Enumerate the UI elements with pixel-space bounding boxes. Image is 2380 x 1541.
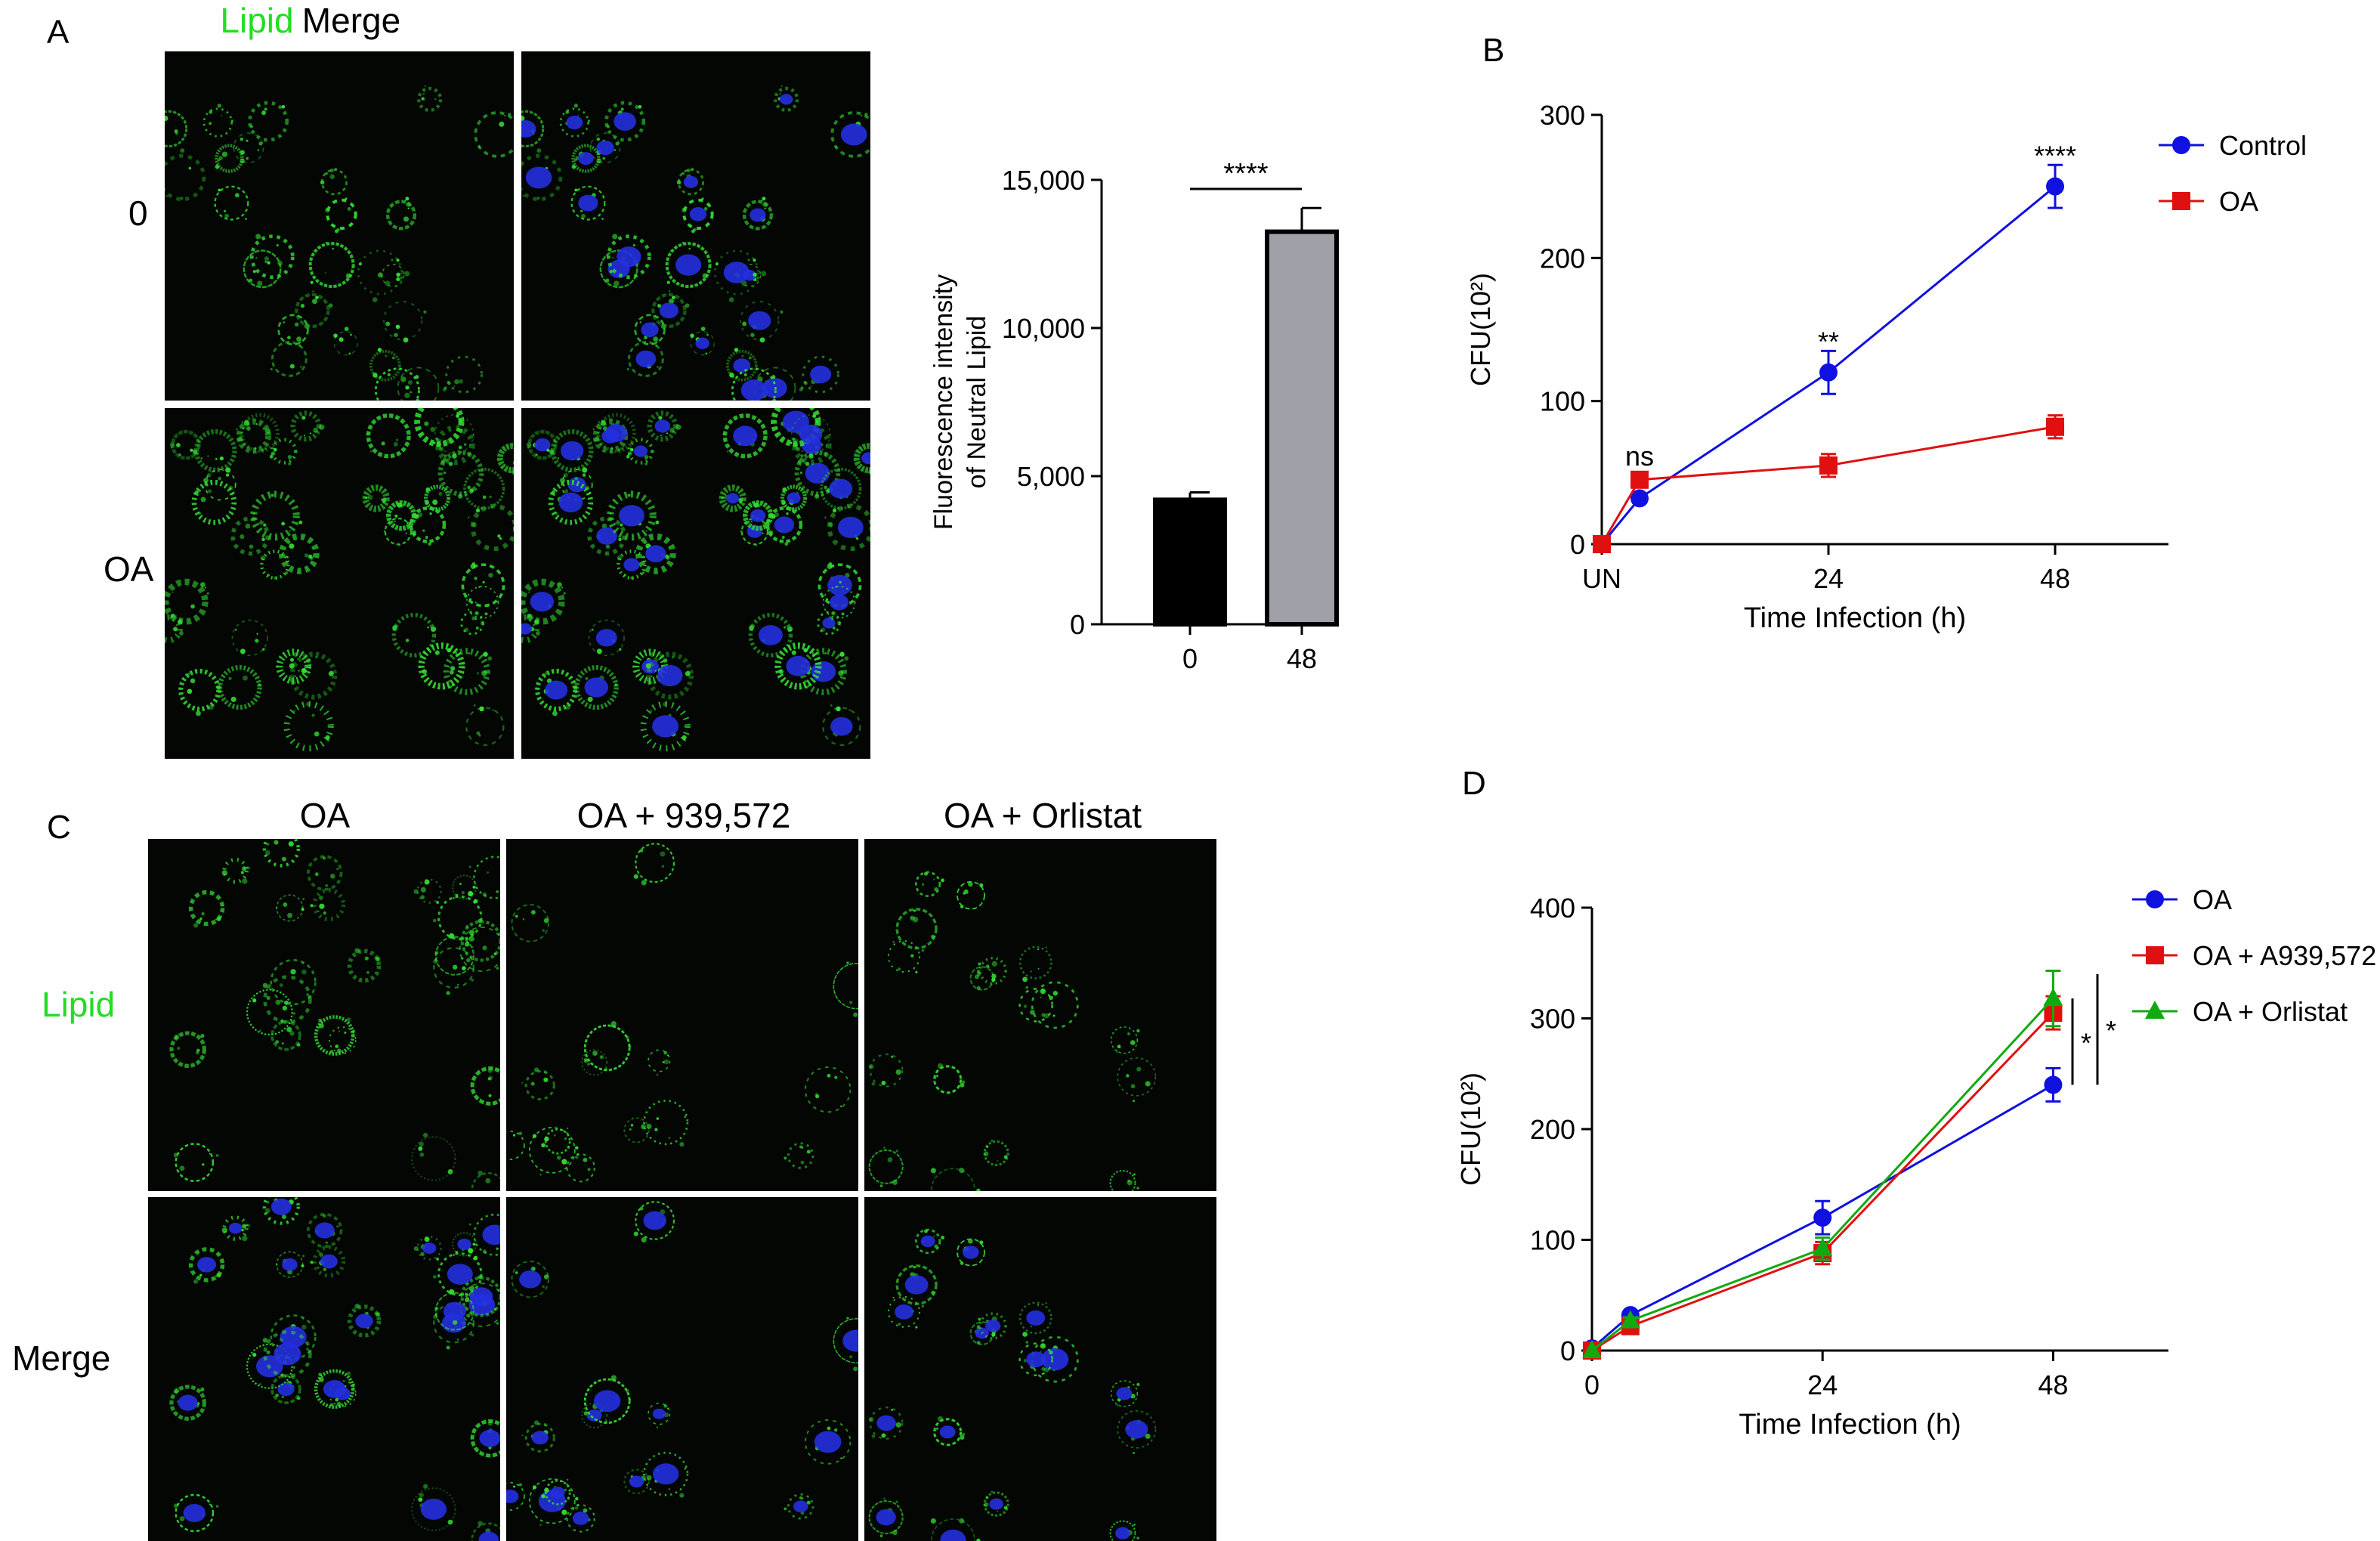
row-label-oa-a: OA	[104, 549, 154, 589]
legend-marker-d-0	[2146, 890, 2164, 908]
y-tick-label-d: 0	[1560, 1335, 1575, 1366]
x-tick-label-d: 0	[1584, 1369, 1600, 1400]
data-point-d-2	[1813, 1238, 1833, 1257]
col-header-lipid-a: Lipid	[220, 1, 294, 40]
data-point-b-0	[2046, 177, 2064, 196]
legend-label-b-1: OA	[2219, 186, 2258, 217]
data-point-d-0	[1813, 1208, 1832, 1227]
significance-label-b: **	[1818, 326, 1839, 357]
bar-48	[1265, 229, 1339, 627]
significance-label-b: ns	[1625, 441, 1654, 472]
x-axis-label-b: Time Infection (h)	[1744, 602, 1966, 634]
y-tick-label-d: 300	[1530, 1004, 1575, 1035]
x-tick-label-d: 48	[2038, 1369, 2068, 1400]
y-tick-label-a: 15,000	[1002, 165, 1085, 196]
data-point-b-0	[1819, 363, 1838, 382]
legend-marker-d-2	[2145, 1001, 2165, 1019]
panel-letter-b: B	[1482, 32, 1505, 69]
col-header-oa-orlistat-c: OA + Orlistat	[943, 796, 1142, 835]
x-tick-label-b: 48	[2040, 563, 2070, 594]
panel-letter-d: D	[1462, 765, 1486, 802]
series-line-b-0	[1600, 185, 2056, 545]
micrograph-c-orlistat-lipid	[864, 839, 1216, 1191]
row-label-0-a: 0	[128, 193, 148, 233]
significance-label-d: *	[2106, 1015, 2116, 1046]
legend-label-d-1: OA + A939,572	[2193, 940, 2376, 971]
row-label-lipid-c: Lipid	[42, 985, 116, 1024]
series-line-b-1	[1600, 425, 2056, 545]
significance-label-a: ****	[1223, 158, 1268, 190]
data-point-b-0	[1630, 489, 1649, 508]
x-axis-label-d: Time Infection (h)	[1739, 1409, 1961, 1440]
y-tick-label-b: 0	[1570, 529, 1585, 560]
micrograph-c-oa-lipid	[148, 839, 500, 1191]
y-tick-label-d: 200	[1530, 1114, 1575, 1145]
x-tick-label-b: 24	[1813, 563, 1844, 594]
col-header-oa-c: OA	[299, 796, 351, 835]
legend-label-b-0: Control	[2219, 130, 2307, 161]
bar-chart-a: 0 5,000 10,000 15,000 0 48 **** Fluorescence in…	[929, 158, 1339, 674]
panel-letter-c: C	[47, 809, 71, 846]
data-point-b-1	[1630, 470, 1649, 489]
y-tick-label-b: 100	[1540, 386, 1585, 417]
y-axis-label-line-a: of Neutral Lipid	[963, 316, 991, 489]
bar-0	[1153, 497, 1227, 627]
data-point-b-1	[1593, 535, 1611, 553]
col-header-oa-939572-c: OA + 939,572	[576, 796, 791, 835]
significance-label-b: ****	[2034, 140, 2076, 171]
micrograph-c-oa-merge	[148, 1197, 500, 1541]
data-point-b-1	[1819, 456, 1838, 475]
y-tick-label-b: 200	[1540, 243, 1585, 274]
data-point-d-2	[2043, 988, 2063, 1007]
y-tick-label-a: 5,000	[1017, 461, 1085, 492]
micrograph-a-0-lipid	[165, 51, 514, 401]
x-tick-label-a: 0	[1182, 643, 1198, 674]
legend-label-d-0: OA	[2193, 884, 2232, 915]
micrograph-a-0-merge	[521, 51, 870, 401]
line-chart-d: 0 100 200 300 400 0 24 48 Time Infection (h) CFU(…	[1455, 884, 2376, 1440]
y-axis-label-line-a: Fluorescence intensity	[929, 274, 958, 530]
y-axis-label-d: CFU(10²)	[1455, 1072, 1486, 1186]
series-line-d-0	[1591, 1084, 2054, 1350]
x-tick-label-a: 48	[1287, 643, 1317, 674]
y-axis-label-b: CFU(10²)	[1465, 273, 1496, 386]
y-tick-label-d: 400	[1530, 893, 1575, 924]
micrograph-c-939572-merge	[506, 1197, 858, 1541]
x-tick-label-d: 24	[1807, 1369, 1838, 1400]
legend-label-d-2: OA + Orlistat	[2193, 996, 2348, 1027]
y-axis-label-a: Fluorescence intensity of Neutral Lipid	[929, 274, 991, 530]
series-line-d-2	[1591, 998, 2054, 1352]
y-tick-label-d: 100	[1530, 1225, 1575, 1256]
micrograph-a-oa-merge	[521, 408, 870, 759]
y-tick-label-b: 300	[1540, 100, 1585, 131]
data-point-d-2	[1582, 1340, 1602, 1358]
x-tick-label-b: UN	[1582, 563, 1621, 594]
legend-marker-b-0	[2172, 136, 2190, 154]
data-point-d-2	[1620, 1310, 1640, 1329]
data-point-b-1	[2046, 417, 2064, 436]
y-tick-label-a: 10,000	[1002, 313, 1085, 344]
line-chart-b: 0 100 200 300 UN 24 48 Time Infection (h) CFU(10…	[1465, 100, 2307, 634]
micrograph-a-oa-lipid	[165, 408, 514, 759]
micrograph-c-orlistat-merge	[864, 1197, 1216, 1541]
panel-letter-a: A	[47, 14, 70, 51]
col-header-merge-a: Merge	[301, 1, 401, 40]
micrograph-c-939572-lipid	[506, 839, 858, 1191]
legend-marker-b-1	[2172, 192, 2190, 210]
series-line-d-1	[1591, 1012, 2054, 1352]
data-point-d-0	[2044, 1075, 2063, 1094]
y-tick-label-a: 0	[1070, 609, 1085, 640]
row-label-merge-c: Merge	[12, 1338, 111, 1378]
significance-label-d: *	[2081, 1027, 2091, 1058]
legend-marker-d-1	[2146, 946, 2164, 964]
